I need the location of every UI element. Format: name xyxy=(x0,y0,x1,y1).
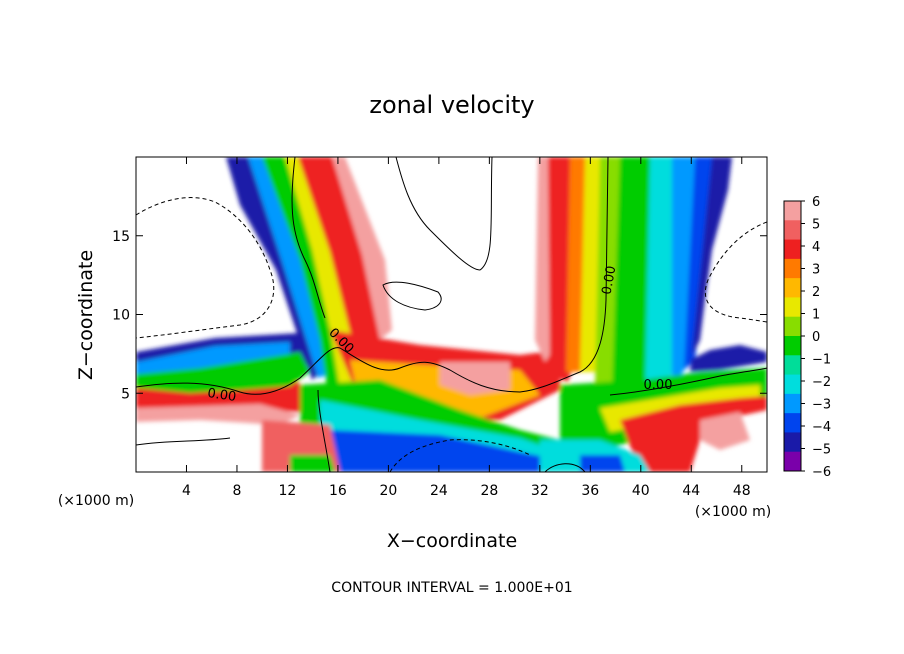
y-tick-label: 15 xyxy=(112,229,130,245)
field-band xyxy=(690,157,767,372)
x-tick-label: 20 xyxy=(379,483,397,499)
contour-line xyxy=(395,157,493,271)
colorbar-label: −2 xyxy=(812,375,831,390)
contour-line xyxy=(317,389,331,472)
field-band xyxy=(645,157,680,394)
colorbar-label: 6 xyxy=(812,195,820,210)
field-band xyxy=(332,157,392,340)
contour-line xyxy=(382,281,442,311)
plot-area: 0.000.000.000.00 4 8 12 16 20 24 28 32 36 40 44 48 … xyxy=(112,156,768,499)
field-band xyxy=(580,455,625,472)
colorbar-label: 3 xyxy=(812,263,820,278)
x-ticks: 4 8 12 16 20 24 28 32 36 40 44 48 xyxy=(182,157,751,499)
contour-label: 0.00 xyxy=(644,378,673,393)
contour-interval-note: CONTOUR INTERVAL = 1.000E+01 xyxy=(331,580,572,596)
contour-label: 0.00 xyxy=(206,386,237,405)
colorbar-swatch xyxy=(784,413,801,433)
colorbar-label: 0 xyxy=(812,330,820,345)
contour-line-dashed xyxy=(704,221,767,323)
x-unit-right: (×1000 m) xyxy=(695,504,771,520)
colorbar-swatch xyxy=(784,393,801,414)
x-tick-label: 44 xyxy=(682,483,700,499)
field-band xyxy=(290,455,335,472)
field-bands xyxy=(136,157,767,472)
colorbar-swatch xyxy=(784,451,801,472)
x-tick-label: 28 xyxy=(480,483,498,499)
colorbar-label: −6 xyxy=(812,465,831,480)
colorbar-swatch xyxy=(784,316,801,337)
field-band xyxy=(262,157,345,395)
y-tick-label: 10 xyxy=(112,308,130,324)
field-band xyxy=(440,362,510,395)
field-band xyxy=(248,157,335,378)
colorbar-swatch xyxy=(784,239,801,260)
y-tick-label: 5 xyxy=(121,386,130,402)
colorbar-label: −5 xyxy=(812,443,831,458)
x-tick-label: 4 xyxy=(182,483,191,499)
x-tick-label: 36 xyxy=(581,483,599,499)
field-band xyxy=(700,412,750,450)
contour-line xyxy=(609,367,767,396)
x-tick-label: 8 xyxy=(232,483,241,499)
contour-label: 0.00 xyxy=(600,265,620,296)
colorbar-swatch xyxy=(784,432,801,453)
colorbar-label: −1 xyxy=(812,353,831,368)
x-tick-label: 24 xyxy=(430,483,448,499)
field-band xyxy=(612,157,655,394)
contour-line xyxy=(136,157,609,395)
x-tick-label: 12 xyxy=(279,483,297,499)
contour-line xyxy=(136,437,231,446)
x-tick-label: 32 xyxy=(531,483,549,499)
x-tick-label: 40 xyxy=(632,483,650,499)
velocity-field xyxy=(136,157,767,472)
colorbar-swatch xyxy=(784,297,801,318)
field-band xyxy=(330,430,560,472)
y-axis-label: Z−coordinate xyxy=(75,250,97,380)
colorbar: 6 5 4 3 2 1 0 −1 −2 −3 −4 −5 −6 xyxy=(783,195,831,480)
field-band xyxy=(136,404,300,425)
chart-title: zonal velocity xyxy=(369,91,534,119)
colorbar-label: 4 xyxy=(812,240,820,255)
x-tick-label: 48 xyxy=(733,483,751,499)
contour-line-dashed xyxy=(389,439,531,472)
colorbar-label: 5 xyxy=(812,218,820,233)
x-axis-label: X−coordinate xyxy=(387,530,517,552)
colorbar-swatch xyxy=(784,355,801,376)
x-unit-left: (×1000 m) xyxy=(58,493,134,509)
colorbar-swatch xyxy=(784,278,801,298)
colorbar-swatch xyxy=(784,374,801,395)
colorbar-swatch xyxy=(784,336,801,356)
colorbar-swatch xyxy=(784,258,801,279)
contour-line xyxy=(291,157,326,319)
field-band xyxy=(298,157,385,350)
colorbar-swatch xyxy=(784,220,801,241)
contour-line xyxy=(544,463,586,472)
colorbar-label: 2 xyxy=(812,285,820,300)
y-ticks: 5 10 15 xyxy=(112,229,767,402)
colorbar-label: −4 xyxy=(812,420,831,435)
colorbar-swatch xyxy=(784,201,801,221)
colorbar-label: −3 xyxy=(812,398,831,413)
x-tick-label: 16 xyxy=(329,483,347,499)
colorbar-label: 1 xyxy=(812,308,820,323)
